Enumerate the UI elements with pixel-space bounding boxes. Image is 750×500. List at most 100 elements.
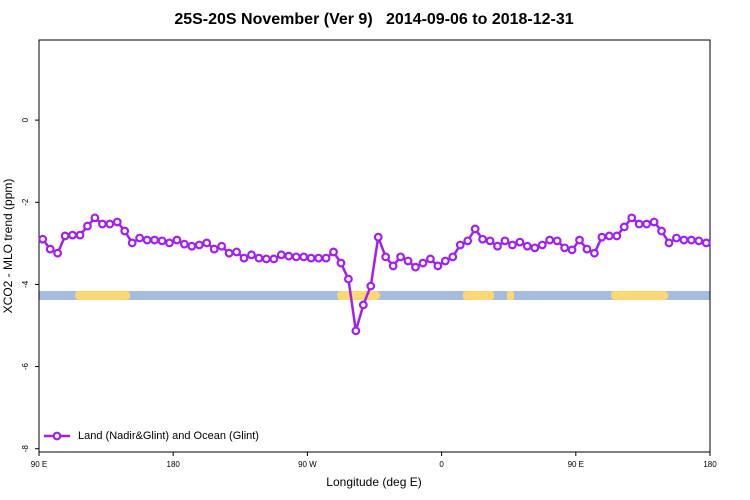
data-point [470,224,480,234]
data-point [627,213,637,223]
data-point [493,241,502,251]
data-point [75,230,85,240]
land-band [611,291,668,300]
data-point [672,233,681,243]
data-point [604,231,614,241]
legend-label: Land (Nadir&Glint) and Ocean (Glint) [78,430,259,442]
data-point [179,239,189,249]
data-point [329,247,338,257]
data-point [254,253,264,263]
x-tick-label: 0 [439,460,444,469]
data-point [448,252,458,262]
data-point [411,262,420,272]
data-point [239,253,249,263]
data-point [530,243,540,253]
data-point [396,252,405,262]
data-point [440,256,450,266]
data-point [500,236,510,246]
data-point [433,261,443,271]
legend-marker [52,431,62,441]
data-point [679,235,689,245]
data-point [694,236,704,246]
plot-frame [38,39,711,453]
data-point [619,222,629,232]
data-point [209,244,219,254]
data-point [515,237,525,247]
data-point [373,232,383,242]
data-point [172,235,182,245]
x-tick-label: 90 E [568,460,584,469]
data-point [38,234,48,244]
data-point [53,248,63,258]
data-point [150,235,159,245]
data-point [90,213,100,223]
data-point [135,233,145,243]
x-axis-label: Longitude (deg E) [326,475,421,489]
data-point [560,243,570,253]
data-point [485,236,495,246]
data-point [590,248,599,258]
data-point [426,254,435,264]
data-point [165,238,174,248]
data-point [142,235,152,245]
x-tick-label: 90 W [298,460,317,469]
data-point [642,219,652,229]
data-point [194,240,204,250]
data-point [701,238,711,248]
data-point [478,234,488,244]
data-point [522,241,532,251]
data-point [351,326,361,336]
data-point [269,254,279,264]
data-point [634,219,644,229]
data-point [291,252,301,262]
data-point [508,240,517,250]
data-point [224,248,234,258]
data-point [649,217,659,227]
data-point [247,250,256,260]
data-point [261,254,271,264]
data-point [537,240,547,250]
data-point [388,261,398,271]
data-point [567,245,577,255]
data-point [68,230,77,240]
y-tick-label: -2 [21,198,30,206]
chart-title: 25S-20S November (Ver 9) 2014-09-06 to 2… [174,11,573,28]
x-tick-label: 90 E [31,460,47,469]
land-ocean-band [39,291,710,300]
data-point [664,238,674,248]
y-tick-label: -6 [21,362,30,370]
data-point [105,219,115,229]
data-point [358,300,368,310]
data-point [217,241,227,251]
data-point [403,256,413,266]
data-point [657,226,666,236]
x-tick-label: 180 [703,460,717,469]
data-point [344,274,353,284]
data-point [463,236,473,246]
data-point [314,253,323,263]
data-point [336,258,346,268]
data-point [306,253,316,263]
data-point [552,236,562,246]
y-tick-label: 0 [21,117,30,122]
land-band [75,291,130,300]
data-point [455,240,465,250]
data-point [232,247,241,257]
data-point [45,244,55,254]
data-point [545,235,555,245]
data-point [60,231,70,241]
data-point [612,231,622,241]
data-point [187,241,197,251]
data-point [97,219,107,229]
y-axis-label: XCO2 - MLO trend (ppm) [1,179,15,314]
data-point [112,217,122,227]
data-point [276,250,286,260]
data-point [202,238,212,248]
data-point [575,235,584,245]
y-tick-label: -8 [21,445,30,453]
data-point [284,251,294,261]
data-point [127,238,137,248]
data-point [120,226,130,236]
data-point [83,221,92,231]
